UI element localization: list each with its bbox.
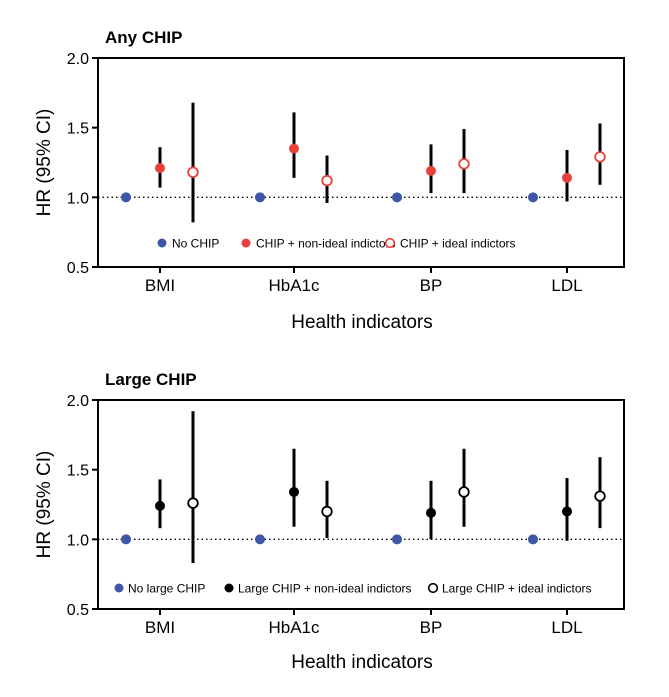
data-point [321,174,333,187]
chart-panel-2: Large CHIP HR (95% CI) 0.5 1.0 1.5 2.0 BMI HbA1… [34,370,625,673]
legend-marker [241,238,251,248]
y-tick-label: 1.5 [67,463,89,480]
data-point [392,192,402,203]
data-point [562,172,572,183]
data-point [426,165,436,176]
data-point [562,506,572,517]
legend-marker [157,238,167,248]
legend-label: No CHIP [172,237,219,251]
data-point [187,497,199,509]
x-axis-label: Health indicators [291,652,433,673]
data-point [155,500,165,511]
x-tick-label: HbA1c [268,276,320,295]
data-point [187,166,199,178]
data-point [255,534,265,545]
data-point [594,151,606,163]
data-point [155,163,165,174]
legend-label: CHIP + non-ideal indictors [256,237,396,251]
plot-frame [97,399,625,610]
x-tick-label: BP [420,618,443,637]
legend-marker [114,583,124,593]
y-tick-label: 0.5 [67,602,89,619]
legend-label: CHIP + ideal indictors [400,237,516,251]
data-point [528,534,538,545]
x-tick-label: LDL [551,276,582,295]
data-point [289,486,299,497]
y-tick-label: 2.0 [67,51,89,68]
data-point [321,505,333,518]
legend-label: Large CHIP + ideal indictors [442,582,592,596]
x-tick-label: BMI [145,276,175,295]
y-tick-label: 1.0 [67,532,89,549]
x-tick-label: HbA1c [268,618,320,637]
legend-label: Large CHIP + non-ideal indictors [238,582,412,596]
legend-marker [427,582,439,594]
chart-panel-1: Any CHIP HR (95% CI) 0.5 1.0 1.5 2.0 BMI HbA1c B… [34,28,625,333]
data-point [458,158,470,170]
plot-frame [97,57,625,268]
legend-marker [224,583,234,593]
legend: No large CHIP Large CHIP + non-ideal indi… [114,582,592,596]
y-tick-label: 0.5 [67,260,89,277]
data-point [594,490,606,502]
data-point [289,143,299,154]
y-axis-label: HR (95% CI) [34,451,55,559]
y-tick-label: 1.0 [67,190,89,207]
data-point [458,486,470,498]
x-axis-label: Health indicators [291,312,433,333]
data-point [392,534,402,545]
x-tick-label: LDL [551,618,582,637]
chart-title: Large CHIP [105,370,197,389]
data-point [255,192,265,203]
legend-marker [384,237,396,249]
y-tick-label: 1.5 [67,121,89,138]
x-tick-label: BP [420,276,443,295]
legend-label: No large CHIP [128,582,205,596]
data-point [528,192,538,203]
y-tick-label: 2.0 [67,393,89,410]
legend: No CHIP CHIP + non-ideal indictors CHIP + … [157,237,516,251]
y-axis-label: HR (95% CI) [34,109,55,217]
data-point [121,192,131,203]
data-point [121,534,131,545]
x-tick-label: BMI [145,618,175,637]
chart-title: Any CHIP [105,28,182,47]
data-point [426,507,436,518]
